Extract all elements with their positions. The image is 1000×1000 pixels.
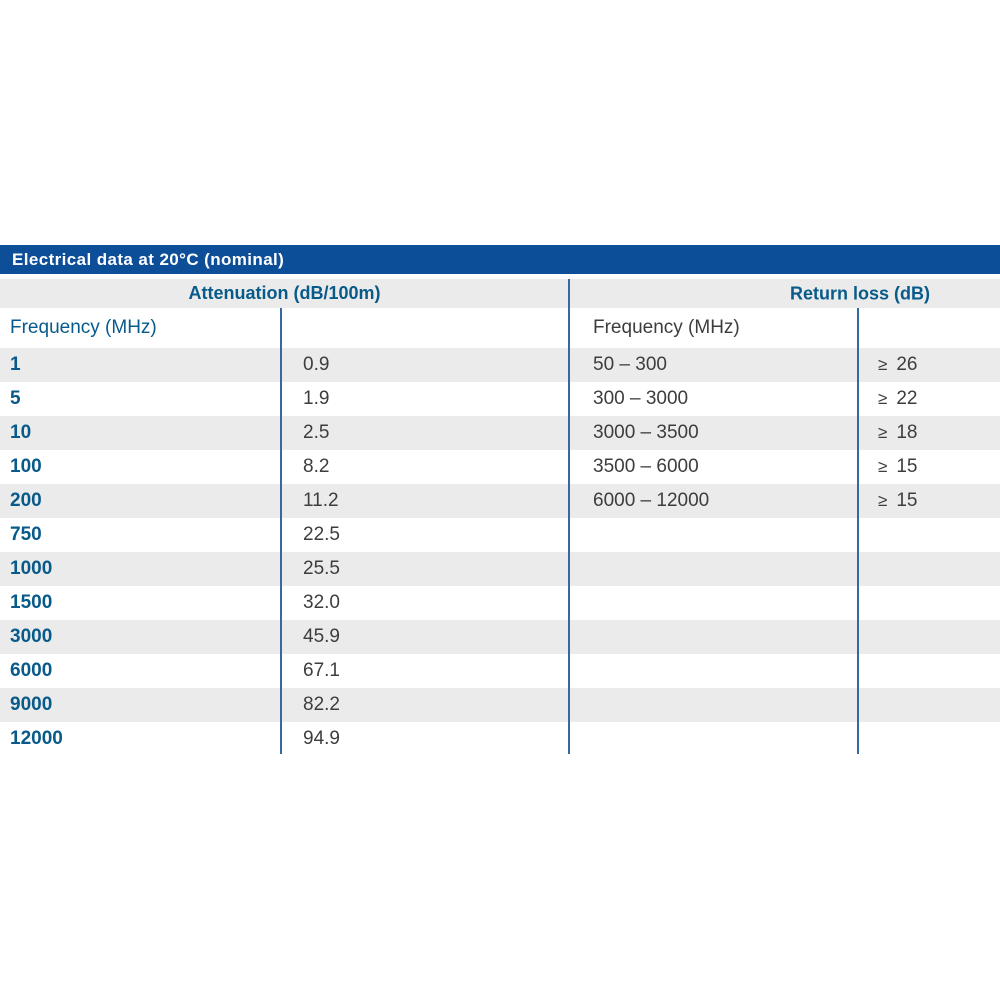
frequency-range-cell	[569, 722, 858, 756]
frequency-range-cell	[569, 586, 858, 620]
table-title-bar: Electrical data at 20°C (nominal)	[0, 245, 1000, 274]
table-row: 5 1.9 300 – 3000 ≥22	[0, 382, 1000, 416]
table-row: 9000 82.2	[0, 688, 1000, 722]
attenuation-value-cell: 11.2	[303, 490, 339, 511]
attenuation-value-cell: 82.2	[303, 694, 340, 715]
table-row: 750 22.5	[0, 518, 1000, 552]
frequency-cell: 1	[10, 354, 21, 375]
attenuation-section-label: Attenuation (dB/100m)	[188, 283, 381, 303]
return-loss-section-label: Return loss (dB)	[790, 283, 931, 303]
frequency-cell: 5	[10, 388, 21, 409]
greater-equal-symbol: ≥	[878, 457, 888, 476]
column-divider-left	[280, 308, 282, 754]
return-loss-value-cell	[858, 688, 1000, 722]
frequency-range-cell	[569, 552, 858, 586]
return-loss-value: 15	[896, 490, 918, 511]
column-header-row: Frequency (MHz) Frequency (MHz)	[0, 308, 1000, 348]
return-loss-value-cell: ≥22	[858, 382, 1000, 416]
attenuation-value-cell: 25.5	[303, 558, 340, 579]
frequency-range-cell: 3500 – 6000	[593, 456, 699, 477]
attenuation-value-cell: 8.2	[303, 456, 330, 477]
frequency-range-cell: 6000 – 12000	[593, 490, 710, 511]
greater-equal-symbol: ≥	[878, 389, 888, 408]
left-frequency-column-header: Frequency (MHz)	[10, 317, 157, 338]
return-loss-value-cell: ≥15	[858, 450, 1000, 484]
frequency-range-cell: 300 – 3000	[593, 388, 689, 409]
table-title: Electrical data at 20°C (nominal)	[12, 249, 285, 269]
frequency-cell: 9000	[10, 694, 53, 715]
return-loss-value-cell	[858, 654, 1000, 688]
table-row: 200 11.2 6000 – 12000 ≥15	[0, 484, 1000, 518]
attenuation-value-cell: 45.9	[303, 626, 340, 647]
right-frequency-column-header: Frequency (MHz)	[593, 317, 740, 338]
data-rows: 1 0.9 50 – 300 ≥26 5 1.9 300 – 3000 ≥22 10 2.5 300…	[0, 348, 1000, 756]
greater-equal-symbol: ≥	[878, 355, 888, 374]
section-header-attenuation: Attenuation (dB/100m)	[0, 279, 569, 308]
return-loss-value-cell: ≥26	[858, 348, 1000, 382]
frequency-range-cell	[569, 518, 858, 552]
frequency-range-cell: 50 – 300	[593, 354, 667, 375]
table-row: 10 2.5 3000 – 3500 ≥18	[0, 416, 1000, 450]
return-loss-value: 15	[896, 456, 918, 477]
table-row: 100 8.2 3500 – 6000 ≥15	[0, 450, 1000, 484]
column-divider-right	[857, 308, 859, 754]
frequency-range-cell	[569, 688, 858, 722]
attenuation-value-cell: 94.9	[303, 728, 340, 749]
frequency-cell: 1000	[10, 558, 53, 579]
attenuation-value-cell: 1.9	[303, 388, 330, 409]
return-loss-value: 22	[896, 388, 918, 409]
return-loss-value-cell: ≥15	[858, 484, 1000, 518]
frequency-cell: 100	[10, 456, 42, 477]
return-loss-value-cell	[858, 722, 1000, 756]
frequency-cell: 12000	[10, 728, 63, 749]
table-row: 1500 32.0	[0, 586, 1000, 620]
return-loss-value-cell	[858, 552, 1000, 586]
return-loss-column-header-spacer	[858, 308, 1000, 348]
attenuation-value-cell: 0.9	[303, 354, 330, 375]
return-loss-value: 18	[896, 422, 918, 443]
frequency-range-cell	[569, 654, 858, 688]
frequency-cell: 3000	[10, 626, 53, 647]
table-row: 1 0.9 50 – 300 ≥26	[0, 348, 1000, 382]
table-row: 6000 67.1	[0, 654, 1000, 688]
return-loss-value-cell: ≥18	[858, 416, 1000, 450]
return-loss-value-cell	[858, 518, 1000, 552]
frequency-range-cell	[569, 620, 858, 654]
table-row: 12000 94.9	[0, 722, 1000, 756]
table-row: 1000 25.5	[0, 552, 1000, 586]
attenuation-column-header-spacer	[281, 308, 569, 348]
frequency-range-cell: 3000 – 3500	[593, 422, 699, 443]
frequency-cell: 200	[10, 490, 42, 511]
frequency-cell: 750	[10, 524, 42, 545]
frequency-cell: 1500	[10, 592, 53, 613]
attenuation-value-cell: 2.5	[303, 422, 330, 443]
section-header-band: Attenuation (dB/100m) Return loss (dB)	[0, 279, 1000, 308]
frequency-cell: 10	[10, 422, 32, 443]
greater-equal-symbol: ≥	[878, 423, 888, 442]
return-loss-value-cell	[858, 586, 1000, 620]
section-divider-middle	[568, 279, 570, 754]
return-loss-value: 26	[896, 354, 918, 375]
return-loss-value-cell	[858, 620, 1000, 654]
attenuation-value-cell: 32.0	[303, 592, 340, 613]
frequency-cell: 6000	[10, 660, 53, 681]
table-row: 3000 45.9	[0, 620, 1000, 654]
greater-equal-symbol: ≥	[878, 491, 888, 510]
attenuation-value-cell: 67.1	[303, 660, 340, 681]
attenuation-value-cell: 22.5	[303, 524, 340, 545]
section-header-return-loss: Return loss (dB)	[569, 279, 1000, 308]
